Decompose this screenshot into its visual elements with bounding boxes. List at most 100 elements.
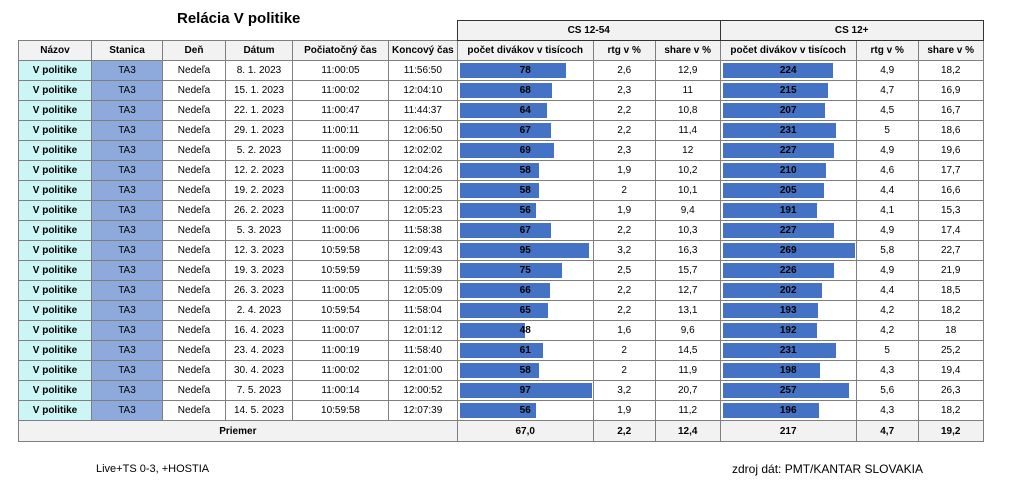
rtg-cs1254-cell: 2 <box>592 360 656 381</box>
date-cell: 12. 3. 2023 <box>225 240 293 261</box>
date-cell: 16. 4. 2023 <box>225 320 293 341</box>
share-cs12plus-cell: 18,2 <box>917 400 984 421</box>
rtg-cs1254-cell: 2,2 <box>592 120 656 141</box>
end-time-cell: 11:59:39 <box>388 260 458 281</box>
share-cs12plus-cell: 18,2 <box>917 300 984 321</box>
viewers-cs1254-cell: 68 <box>456 80 594 101</box>
start-time-cell: 10:59:59 <box>292 260 389 281</box>
rtg-cs12plus-cell: 5,6 <box>855 380 919 401</box>
start-time-cell: 11:00:03 <box>292 180 389 201</box>
program-name-cell: V politike <box>18 280 92 301</box>
viewers-cs12plus-cell-bar <box>722 203 817 218</box>
share-cs12plus-cell: 16,7 <box>917 100 984 121</box>
start-time-cell: 11:00:05 <box>292 280 389 301</box>
share-cs1254-cell: 16,3 <box>654 240 721 261</box>
viewers-cs1254-cell: 66 <box>456 280 594 301</box>
viewers-cs12plus-cell: 231 <box>719 120 857 141</box>
start-time-cell: 11:00:02 <box>292 80 389 101</box>
viewers-cs12plus-cell-bar <box>722 303 818 318</box>
date-cell: 15. 1. 2023 <box>225 80 293 101</box>
program-name-cell: V politike <box>18 160 92 181</box>
share-cs1254-cell: 10,8 <box>654 100 721 121</box>
viewers-cs1254-cell-value: 61 <box>519 345 531 356</box>
viewers-cs1254-cell-value: 64 <box>519 105 531 116</box>
share-cs12plus-cell: 21,9 <box>917 260 984 281</box>
end-time-cell: 11:58:38 <box>388 220 458 241</box>
viewers-cs1254-cell-value: 56 <box>519 205 531 216</box>
rtg-cs1254-cell: 2,2 <box>592 100 656 121</box>
program-name-cell: V politike <box>18 260 92 281</box>
rtg-cs12plus-cell: 4,1 <box>855 200 919 221</box>
end-time-cell: 12:01:12 <box>388 320 458 341</box>
start-time-cell: 11:00:06 <box>292 220 389 241</box>
program-name-cell: V politike <box>18 220 92 241</box>
table-row: V politike TA3 Nedeľa 12. 3. 2023 10:59:58 12… <box>18 240 984 261</box>
end-time-cell: 12:02:02 <box>388 140 458 161</box>
viewers-cs12plus-cell: 202 <box>719 280 857 301</box>
viewers-cs1254-cell: 56 <box>456 400 594 421</box>
viewers-cs12plus-cell-bar <box>722 123 837 138</box>
viewers-cs12plus-cell-bar <box>722 223 835 238</box>
day-cell: Nedeľa <box>162 280 226 301</box>
program-name-cell: V politike <box>18 360 92 381</box>
start-time-cell: 11:00:11 <box>292 120 389 141</box>
viewers-cs12plus-cell-value: 224 <box>779 65 797 76</box>
rtg-cs12plus-cell: 4,4 <box>855 280 919 301</box>
station-cell: TA3 <box>91 60 163 81</box>
viewers-cs1254-cell-bar <box>459 343 543 358</box>
start-time-cell: 11:00:07 <box>292 200 389 221</box>
station-cell: TA3 <box>91 340 163 361</box>
viewers-cs1254-cell-bar <box>459 203 537 218</box>
column-header-share-cs12plus: share v % <box>917 40 984 61</box>
viewers-cs1254-cell-bar <box>459 283 550 298</box>
viewers-cs1254-cell-value: 58 <box>519 185 531 196</box>
viewers-cs12plus-cell-value: 231 <box>779 345 797 356</box>
date-cell: 8. 1. 2023 <box>225 60 293 81</box>
report-title: Relácia V politike <box>177 10 301 27</box>
table-row: V politike TA3 Nedeľa 26. 2. 2023 11:00:07 12… <box>18 200 984 221</box>
end-time-cell: 11:58:04 <box>388 300 458 321</box>
station-cell: TA3 <box>91 320 163 341</box>
day-cell: Nedeľa <box>162 340 226 361</box>
viewers-cs1254-cell: 64 <box>456 100 594 121</box>
viewers-cs1254-cell-value: 58 <box>519 365 531 376</box>
share-cs1254-cell: 12 <box>654 140 721 161</box>
viewers-cs12plus-cell: 198 <box>719 360 857 381</box>
viewers-cs12plus-cell: 226 <box>719 260 857 281</box>
viewers-cs1254-cell: 69 <box>456 140 594 161</box>
date-cell: 29. 1. 2023 <box>225 120 293 141</box>
table-row: V politike TA3 Nedeľa 19. 2. 2023 11:00:03 12… <box>18 180 984 201</box>
date-cell: 26. 2. 2023 <box>225 200 293 221</box>
station-cell: TA3 <box>91 120 163 141</box>
rtg-cs12plus-cell: 4,9 <box>855 60 919 81</box>
table-row: V politike TA3 Nedeľa 23. 4. 2023 11:00:19 11… <box>18 340 984 361</box>
end-time-cell: 11:58:40 <box>388 340 458 361</box>
average-v2-cell: 217 <box>719 420 857 442</box>
column-header-viewers-cs1254: počet divákov v tisícoch <box>456 40 594 61</box>
end-time-cell: 11:44:37 <box>388 100 458 121</box>
viewers-cs12plus-cell-value: 205 <box>779 185 797 196</box>
date-cell: 12. 2. 2023 <box>225 160 293 181</box>
share-cs1254-cell: 9,6 <box>654 320 721 341</box>
day-cell: Nedeľa <box>162 260 226 281</box>
viewers-cs12plus-cell-value: 226 <box>779 265 797 276</box>
viewers-cs12plus-cell: 215 <box>719 80 857 101</box>
end-time-cell: 12:04:26 <box>388 160 458 181</box>
share-cs1254-cell: 20,7 <box>654 380 721 401</box>
program-name-cell: V politike <box>18 380 92 401</box>
viewers-cs1254-cell-bar <box>459 83 553 98</box>
column-header-date: Dátum <box>225 40 293 61</box>
viewers-cs1254-cell: 67 <box>456 220 594 241</box>
viewers-cs1254-cell-bar <box>459 223 552 238</box>
viewers-cs12plus-cell-value: 202 <box>779 285 797 296</box>
table-row: V politike TA3 Nedeľa 8. 1. 2023 11:00:05 11:… <box>18 60 984 81</box>
share-cs1254-cell: 10,1 <box>654 180 721 201</box>
share-cs1254-cell: 11,2 <box>654 400 721 421</box>
share-cs1254-cell: 13,1 <box>654 300 721 321</box>
station-cell: TA3 <box>91 200 163 221</box>
viewers-cs12plus-cell-bar <box>722 343 837 358</box>
viewers-cs12plus-cell-bar <box>722 163 826 178</box>
share-cs12plus-cell: 19,6 <box>917 140 984 161</box>
average-r2-cell: 4,7 <box>855 420 919 442</box>
program-name-cell: V politike <box>18 240 92 261</box>
